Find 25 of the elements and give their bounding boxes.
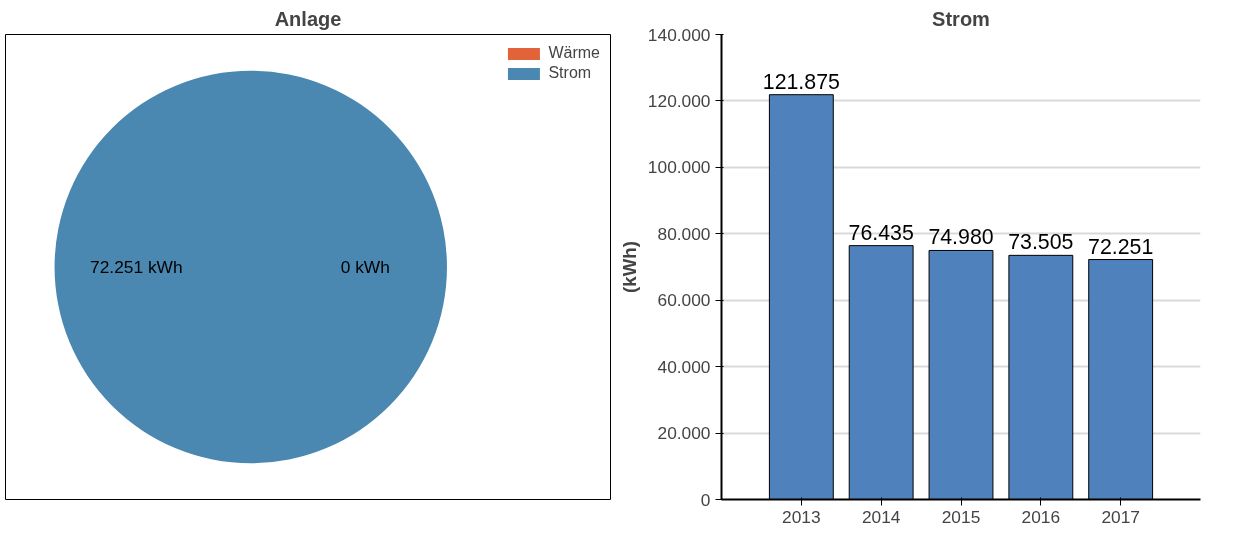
x-tick-label: 2014 — [861, 506, 901, 527]
legend-label: Wärme — [548, 44, 600, 62]
x-tick-label: 2015 — [941, 506, 981, 527]
chart-title: Strom — [932, 7, 990, 30]
data-label: 76.435 — [848, 220, 914, 245]
y-tick-label: 20.000 — [657, 423, 711, 444]
data-label: 74.980 — [928, 225, 994, 250]
data-label: 121.875 — [762, 69, 840, 94]
legend-label: Strom — [548, 64, 592, 82]
x-tick-label: 2013 — [782, 506, 821, 527]
chart-title: Anlage — [274, 7, 342, 30]
x-tick-label: 2017 — [1101, 506, 1140, 527]
data-label: 73.505 — [1008, 230, 1074, 255]
data-label: 72.251 — [1088, 234, 1154, 259]
y-tick-label: 40.000 — [657, 356, 711, 377]
y-tick-label: 140.000 — [647, 24, 711, 45]
data-label: 72.251 kWh — [90, 257, 183, 277]
y-axis-title: (kWh) — [618, 241, 640, 293]
y-tick-label: 100.000 — [647, 157, 711, 178]
y-tick-label: 120.000 — [647, 90, 711, 111]
text: 0 kWh — [340, 257, 390, 277]
y-tick-label: 0 — [700, 489, 711, 510]
x-tick-label: 2016 — [1021, 506, 1061, 527]
y-tick-label: 80.000 — [657, 223, 711, 244]
y-tick-label: 60.000 — [657, 290, 711, 311]
